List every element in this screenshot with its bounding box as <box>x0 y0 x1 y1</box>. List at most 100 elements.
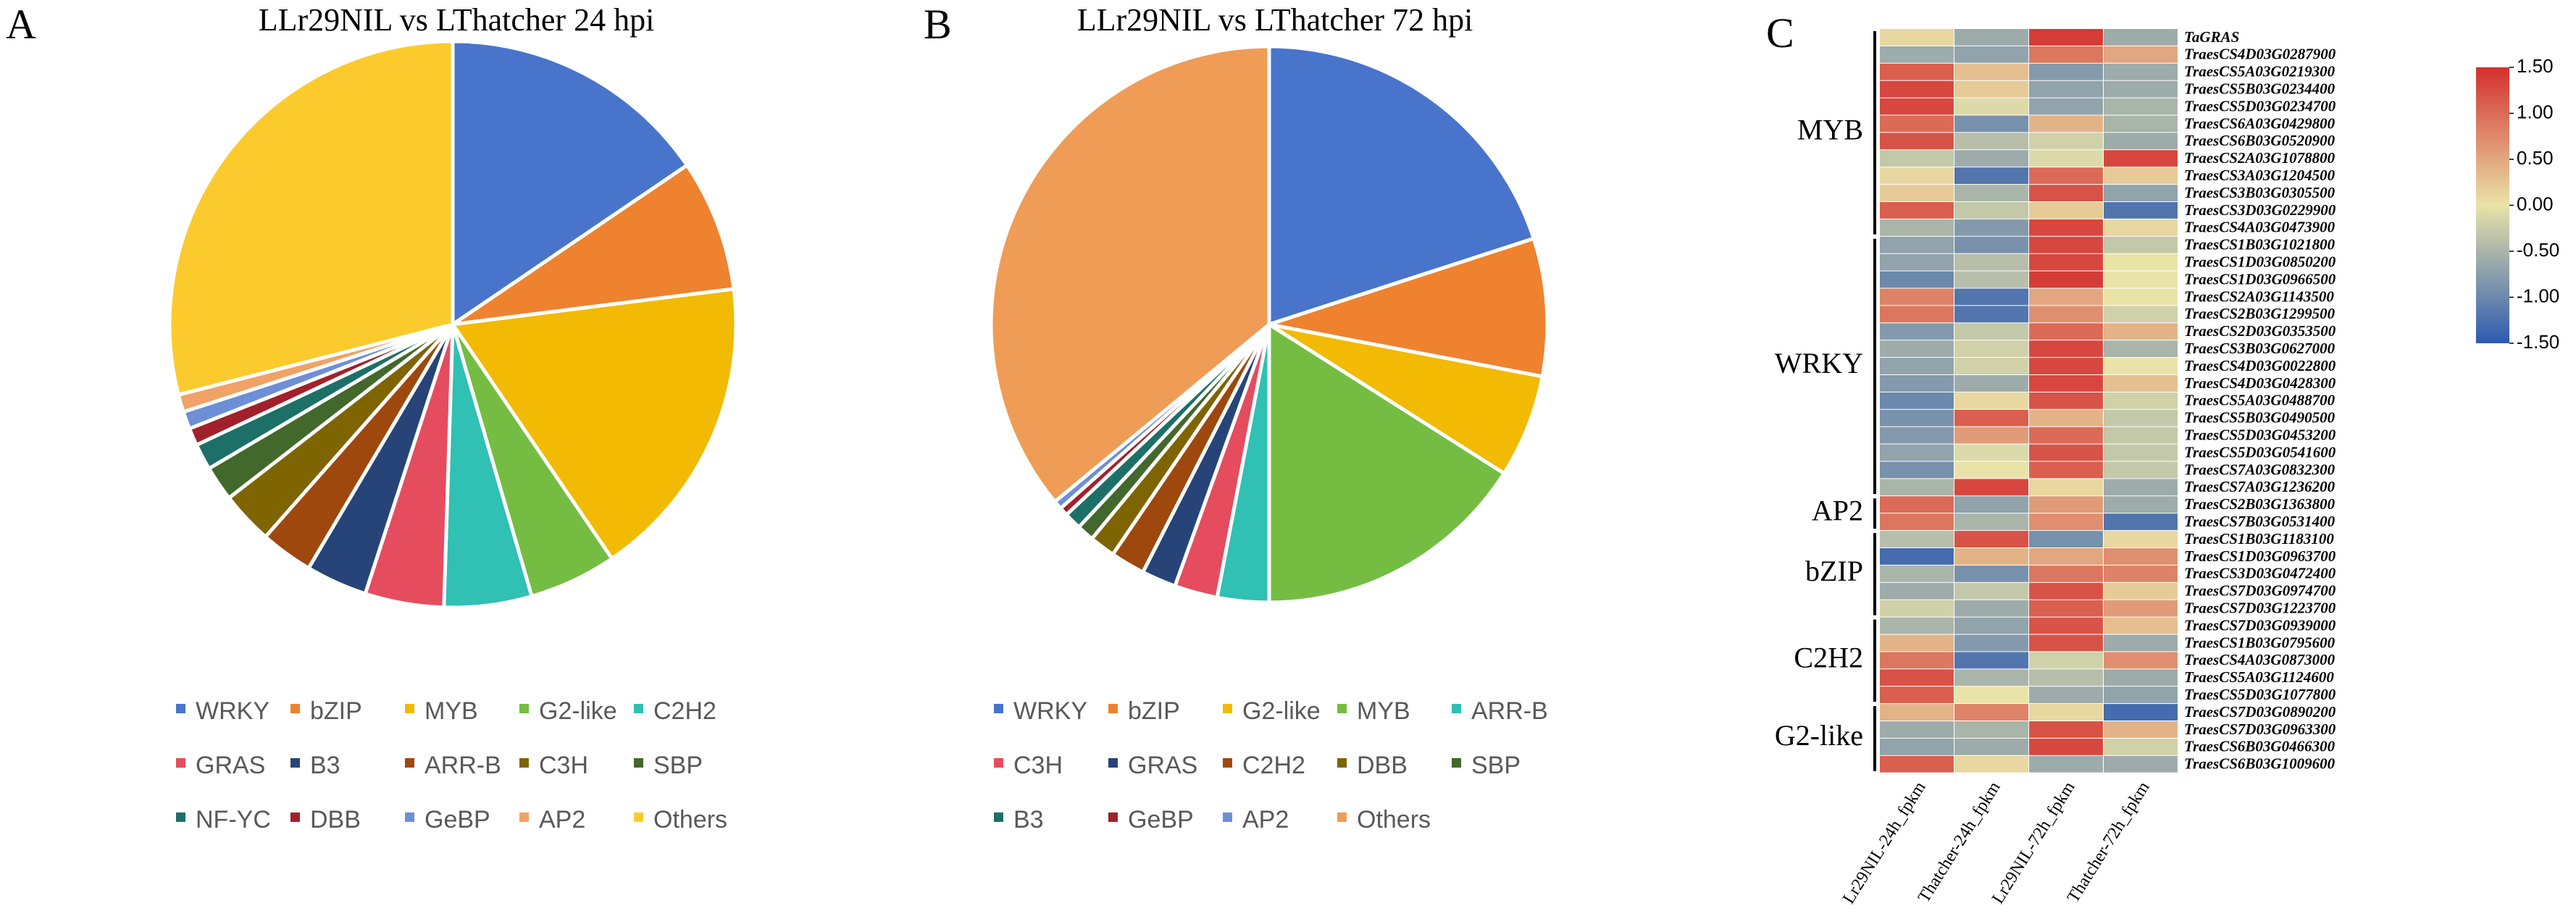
pie-slice-wrky <box>451 39 689 327</box>
legend-label-gras: GRAS <box>1128 752 1197 779</box>
heatmap-cell <box>1880 340 1954 358</box>
heatmap-cell <box>2104 738 2178 755</box>
heatmap-row-label: TraesCS1B03G1183100 <box>2184 530 2334 547</box>
pie-chart-1 <box>167 39 738 610</box>
heatmap-cell <box>1954 80 2028 98</box>
heatmap-cell <box>2104 80 2178 98</box>
heatmap-cell <box>2104 202 2178 219</box>
heatmap-row-label: TraesCS7B03G0531400 <box>2184 513 2335 530</box>
heatmap-row-label: TraesCS5D03G0453200 <box>2184 426 2336 443</box>
heatmap-row-label: TraesCS5B03G0234400 <box>2184 80 2335 97</box>
legend-label-wrky: WRKY <box>196 697 269 725</box>
heatmap-row-label: TraesCS6B03G0466300 <box>2184 738 2335 755</box>
panel-b-title: LLr29NIL vs LThatcher 72 hpi <box>1076 2 1473 38</box>
heatmap-row-label: TraesCS4A03G0873000 <box>2184 651 2335 668</box>
heatmap-row-label: TraesCS5A03G0219300 <box>2184 63 2335 80</box>
heatmap-cell <box>2029 755 2103 773</box>
heatmap-cell <box>1954 548 2028 565</box>
legend-label-c3h: C3H <box>539 752 588 779</box>
heatmap-row-label: TraesCS2B03G1299500 <box>2184 305 2335 322</box>
heatmap-cell <box>1954 652 2028 669</box>
heatmap-cell <box>1880 46 1954 63</box>
heatmap-cell <box>1954 219 2028 236</box>
heatmap-row-label: TraesCS3B03G0305500 <box>2184 184 2335 201</box>
heatmap-cell <box>1954 600 2028 617</box>
heatmap-row-label: TraesCS5A03G0488700 <box>2184 392 2335 409</box>
legend-swatch-g2-like <box>1223 704 1232 713</box>
heatmap-cell <box>1954 340 2028 358</box>
heatmap-cell <box>2029 133 2103 150</box>
heatmap-row-label: TraesCS6A03G0429800 <box>2184 114 2335 132</box>
heatmap-cell <box>2029 427 2103 444</box>
pie-legend-2: WRKY bZIP G2-like MYB ARR-B C3H GRAS C2H2 DBB SBP… <box>994 697 1548 833</box>
heatmap-cell <box>1880 479 1954 496</box>
heatmap-cell <box>1954 202 2028 219</box>
heatmap-cell <box>2029 185 2103 201</box>
heatmap-cell <box>2104 29 2178 46</box>
colorbar-tick-label: -1.50 <box>2517 331 2559 353</box>
heatmap-cell <box>1954 531 2028 547</box>
heatmap-cell <box>1954 167 2028 185</box>
pie-slice-bzip <box>451 163 736 327</box>
heatmap-cell <box>1954 358 2028 374</box>
heatmap-row-label: TraesCS4D03G0287900 <box>2184 46 2336 63</box>
heatmap-cell <box>1880 323 1954 340</box>
legend-label-dbb: DBB <box>310 806 361 833</box>
legend-label-bzip: bZIP <box>1128 697 1180 725</box>
heatmap-cell <box>2029 392 2103 409</box>
legend-swatch-b3 <box>994 812 1003 822</box>
heatmap-cell <box>1880 185 1954 201</box>
heatmap-row-label: TraesCS5D03G0234700 <box>2184 97 2336 114</box>
heatmap-cell <box>1954 63 2028 80</box>
heatmap-cell <box>2104 63 2178 80</box>
heatmap-cell <box>2029 98 2103 115</box>
heatmap-cell <box>1880 150 1954 167</box>
legend-label-b3: B3 <box>310 752 340 779</box>
heatmap-cell <box>1880 236 1954 253</box>
legend-swatch-arr-b <box>1452 704 1461 713</box>
heatmap-cell <box>2104 565 2178 582</box>
heatmap-cell <box>2104 236 2178 253</box>
heatmap-cell <box>1954 738 2028 755</box>
heatmap-cell <box>2029 513 2103 531</box>
heatmap-cell <box>1954 375 2028 392</box>
heatmap-cell <box>2029 306 2103 323</box>
heatmap: TaGRASTraesCS4D03G0287900TraesCS5A03G021… <box>1775 28 2336 907</box>
heatmap-cell <box>1880 600 1954 617</box>
legend-swatch-ap2 <box>1223 812 1232 822</box>
heatmap-cell <box>1880 306 1954 323</box>
heatmap-cell <box>2029 202 2103 219</box>
heatmap-row-label: TraesCS2A03G1078800 <box>2184 149 2335 167</box>
heatmap-cell <box>2104 427 2178 444</box>
heatmap-cell <box>2104 669 2178 686</box>
heatmap-cell <box>1954 409 2028 427</box>
heatmap-cell <box>2029 600 2103 617</box>
heatmap-row-label: TraesCS3D03G0229900 <box>2184 201 2336 219</box>
heatmap-row-label: TraesCS2D03G0353500 <box>2184 322 2336 340</box>
legend-label-ap2: AP2 <box>539 806 585 833</box>
legend-label-gras: GRAS <box>196 752 265 779</box>
heatmap-cell <box>2029 63 2103 80</box>
pie-slice-wrky <box>1267 44 1536 327</box>
legend-label-g2-like: G2-like <box>539 697 617 725</box>
heatmap-cell <box>2104 98 2178 115</box>
heatmap-cell <box>1880 617 1954 634</box>
heatmap-cell <box>1954 444 2028 461</box>
heatmap-cell <box>1880 634 1954 652</box>
heatmap-cell <box>2104 392 2178 409</box>
heatmap-cell <box>2029 531 2103 547</box>
heatmap-cell <box>1880 29 1954 46</box>
pie-slice-myb <box>451 287 738 560</box>
heatmap-cell <box>2029 461 2103 479</box>
heatmap-cell <box>2029 409 2103 427</box>
legend-swatch-c3h <box>994 758 1003 768</box>
heatmap-row-label: TraesCS7D03G0974700 <box>2184 582 2336 600</box>
legend-swatch-others <box>1337 812 1347 822</box>
heatmap-cell <box>2029 219 2103 236</box>
heatmap-cell <box>2104 133 2178 150</box>
heatmap-row-label: TraesCS2B03G1363800 <box>2184 495 2335 513</box>
heatmap-cell <box>2029 271 2103 288</box>
heatmap-cell <box>1954 582 2028 600</box>
colorbar-tick-label: 0.50 <box>2517 147 2554 169</box>
